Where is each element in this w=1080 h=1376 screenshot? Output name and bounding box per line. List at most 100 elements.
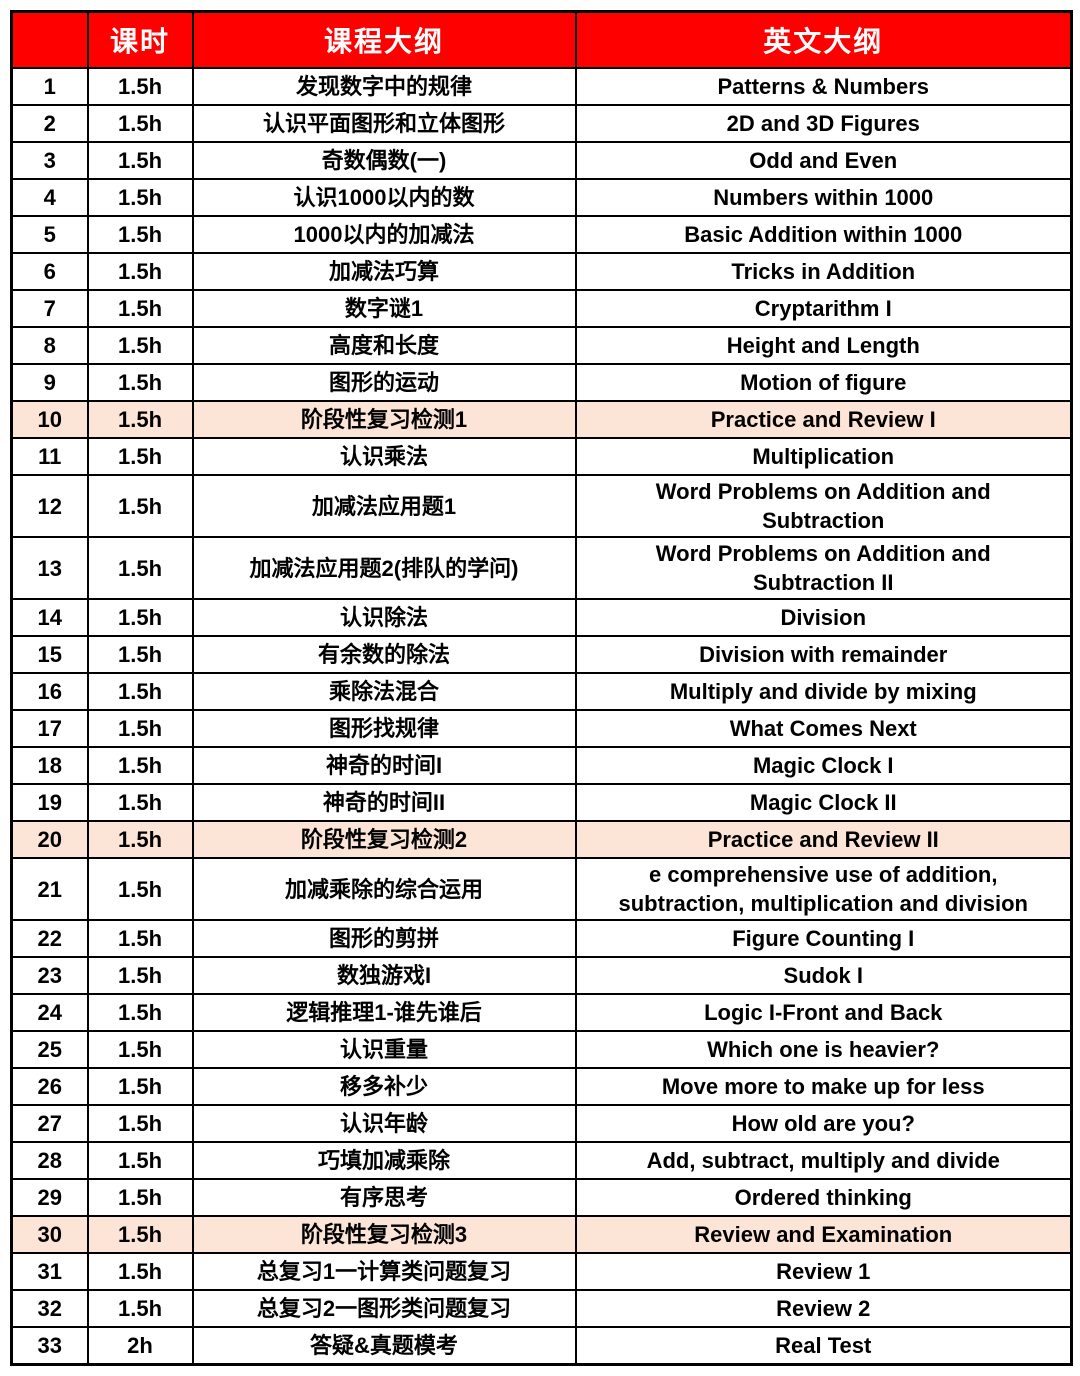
cn-outline-cell: 图形找规律: [191, 709, 577, 749]
row-number-cell: 2: [10, 104, 89, 143]
en-outline-cell: Which one is heavier?: [574, 1030, 1073, 1070]
en-outline-cell: Patterns & Numbers: [574, 67, 1073, 106]
row-number-cell: 23: [10, 956, 89, 996]
hours-cell: 1.5h: [86, 1067, 194, 1107]
table-body: 1 1.5h 发现数字中的规律 Patterns & Numbers 2 1.5h 认识平…: [10, 67, 1073, 1366]
table-row: 4 1.5h 认识1000以内的数 Numbers within 1000: [10, 178, 1073, 217]
en-outline-cell: Sudok I: [574, 956, 1073, 996]
en-outline-cell: Tricks in Addition: [574, 252, 1073, 291]
hours-cell: 1.5h: [86, 1289, 194, 1329]
table-row: 18 1.5h 神奇的时间I Magic Clock I: [10, 746, 1073, 786]
en-outline-cell: Add, subtract, multiply and divide: [574, 1141, 1073, 1181]
hours-cell: 1.5h: [86, 141, 194, 180]
en-outline-cell: Odd and Even: [574, 141, 1073, 180]
en-outline-cell: Practice and Review I: [574, 400, 1073, 439]
en-outline-cell: Division: [574, 598, 1073, 638]
en-outline-cell: Review and Examination: [574, 1215, 1073, 1255]
hours-cell: 1.5h: [86, 67, 194, 106]
hours-cell: 1.5h: [86, 437, 194, 476]
cn-outline-cell: 认识重量: [191, 1030, 577, 1070]
hours-cell: 1.5h: [86, 857, 194, 922]
table-row-review-1: 10 1.5h 阶段性复习检测1 Practice and Review I: [10, 400, 1073, 439]
table-row: 14 1.5h 认识除法 Division: [10, 598, 1073, 638]
cn-outline-cell: 阶段性复习检测3: [191, 1215, 577, 1255]
table-row: 27 1.5h 认识年龄 How old are you?: [10, 1104, 1073, 1144]
cn-outline-cell: 图形的运动: [191, 363, 577, 402]
row-number-cell: 4: [10, 178, 89, 217]
row-number-cell: 32: [10, 1289, 89, 1329]
cn-outline-cell: 乘除法混合: [191, 672, 577, 712]
row-number-cell: 11: [10, 437, 89, 476]
table-row: 29 1.5h 有序思考 Ordered thinking: [10, 1178, 1073, 1218]
header-number-cell: [10, 10, 89, 69]
row-number-cell: 27: [10, 1104, 89, 1144]
table-row: 3 1.5h 奇数偶数(一) Odd and Even: [10, 141, 1073, 180]
table-row: 9 1.5h 图形的运动 Motion of figure: [10, 363, 1073, 402]
cn-outline-cell: 1000以内的加减法: [191, 215, 577, 254]
en-outline-cell: What Comes Next: [574, 709, 1073, 749]
row-number-cell: 20: [10, 820, 89, 860]
row-number-cell: 19: [10, 783, 89, 823]
en-outline-cell: e comprehensive use of addition, subtrac…: [574, 857, 1073, 922]
en-outline-cell: Magic Clock II: [574, 783, 1073, 823]
table-row: 7 1.5h 数字谜1 Cryptarithm I: [10, 289, 1073, 328]
hours-cell: 1.5h: [86, 473, 194, 539]
cn-outline-cell: 加减法巧算: [191, 252, 577, 291]
en-outline-cell: Logic I-Front and Back: [574, 993, 1073, 1033]
hours-cell: 1.5h: [86, 1215, 194, 1255]
table-row: 8 1.5h 高度和长度 Height and Length: [10, 326, 1073, 365]
en-outline-cell: Multiply and divide by mixing: [574, 672, 1073, 712]
hours-cell: 1.5h: [86, 709, 194, 749]
hours-cell: 1.5h: [86, 1104, 194, 1144]
cn-outline-cell: 认识乘法: [191, 437, 577, 476]
hours-cell: 1.5h: [86, 1178, 194, 1218]
cn-outline-cell: 神奇的时间I: [191, 746, 577, 786]
header-en-outline-cell: 英文大纲: [574, 10, 1073, 69]
hours-cell: 1.5h: [86, 215, 194, 254]
row-number-cell: 8: [10, 326, 89, 365]
en-outline-cell: Move more to make up for less: [574, 1067, 1073, 1107]
hours-cell: 1.5h: [86, 919, 194, 959]
table-row: 23 1.5h 数独游戏I Sudok I: [10, 956, 1073, 996]
row-number-cell: 17: [10, 709, 89, 749]
cn-outline-cell: 奇数偶数(一): [191, 141, 577, 180]
syllabus-table: 课时 课程大纲 英文大纲 1 1.5h 发现数字中的规律 Patterns & Num…: [10, 10, 1073, 1367]
table-row: 11 1.5h 认识乘法 Multiplication: [10, 437, 1073, 476]
en-outline-cell: Multiplication: [574, 437, 1073, 476]
header-hours-cell: 课时: [86, 10, 194, 69]
table-row: 15 1.5h 有余数的除法 Division with remainder: [10, 635, 1073, 675]
row-number-cell: 14: [10, 598, 89, 638]
en-outline-cell: Cryptarithm I: [574, 289, 1073, 328]
row-number-cell: 31: [10, 1252, 89, 1292]
row-number-cell: 26: [10, 1067, 89, 1107]
cn-outline-cell: 加减法应用题1: [191, 473, 577, 539]
row-number-cell: 10: [10, 400, 89, 439]
cn-outline-cell: 巧填加减乘除: [191, 1141, 577, 1181]
en-outline-cell: Review 1: [574, 1252, 1073, 1292]
table-row: 26 1.5h 移多补少 Move more to make up for less: [10, 1067, 1073, 1107]
row-number-cell: 9: [10, 363, 89, 402]
hours-cell: 1.5h: [86, 1030, 194, 1070]
en-outline-cell: Word Problems on Addition and Subtractio…: [574, 536, 1073, 601]
cn-outline-cell: 高度和长度: [191, 326, 577, 365]
cn-outline-cell: 图形的剪拼: [191, 919, 577, 959]
en-outline-cell: Figure Counting I: [574, 919, 1073, 959]
table-row: 12 1.5h 加减法应用题1 Word Problems on Addition a…: [10, 473, 1073, 539]
hours-cell: 1.5h: [86, 598, 194, 638]
en-outline-cell: Magic Clock I: [574, 746, 1073, 786]
hours-cell: 1.5h: [86, 289, 194, 328]
hours-cell: 1.5h: [86, 326, 194, 365]
row-number-cell: 12: [10, 473, 89, 539]
en-outline-cell: Word Problems on Addition and Subtractio…: [574, 473, 1073, 539]
table-row: 22 1.5h 图形的剪拼 Figure Counting I: [10, 919, 1073, 959]
row-number-cell: 21: [10, 857, 89, 922]
row-number-cell: 5: [10, 215, 89, 254]
en-outline-cell: Numbers within 1000: [574, 178, 1073, 217]
table-row: 6 1.5h 加减法巧算 Tricks in Addition: [10, 252, 1073, 291]
header-row: 课时 课程大纲 英文大纲: [10, 10, 1073, 69]
en-outline-cell: Real Test: [574, 1326, 1073, 1366]
row-number-cell: 18: [10, 746, 89, 786]
table-row: 5 1.5h 1000以内的加减法 Basic Addition within 100…: [10, 215, 1073, 254]
en-outline-cell: Basic Addition within 1000: [574, 215, 1073, 254]
hours-cell: 1.5h: [86, 1252, 194, 1292]
